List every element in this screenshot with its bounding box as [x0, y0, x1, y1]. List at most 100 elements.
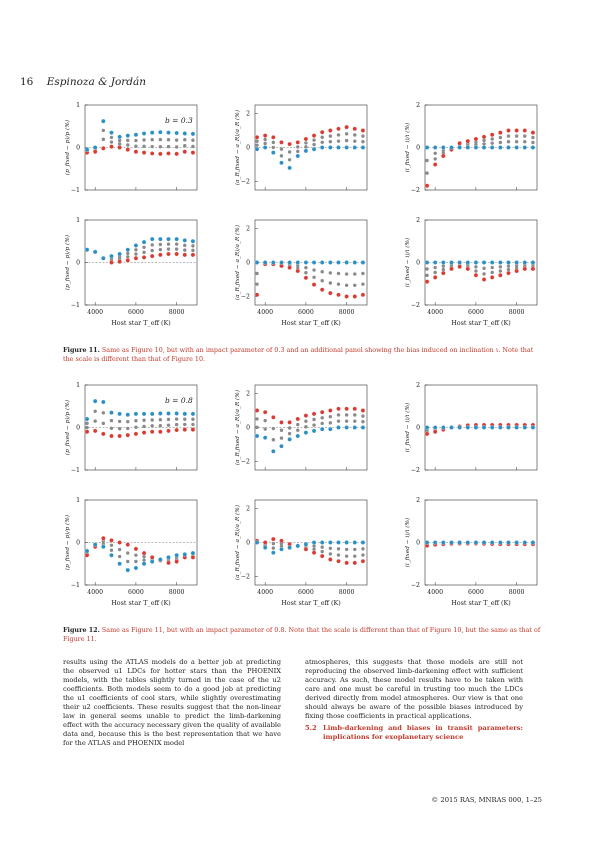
- data-point-gray: [328, 134, 333, 138]
- data-point-gray: [166, 242, 171, 246]
- data-point-red: [441, 153, 446, 159]
- data-point-blue: [117, 251, 122, 257]
- page-footer: © 2015 RAS, MNRAS 000, 1–25: [431, 796, 542, 804]
- data-point-red: [457, 264, 462, 269]
- data-point-blue: [319, 260, 325, 265]
- data-point-gray: [109, 543, 114, 547]
- data-point-blue: [311, 428, 317, 434]
- data-point-red: [254, 292, 260, 298]
- y-tick-label: −1: [71, 467, 80, 474]
- data-point-gray: [320, 135, 324, 139]
- data-point-red: [133, 546, 139, 552]
- data-point-gray: [142, 250, 146, 255]
- data-point-blue: [432, 425, 438, 430]
- data-point-gray: [344, 138, 349, 143]
- data-point-gray: [134, 144, 138, 148]
- chart-panel-bottom-left: 1 0 −1 4000 6000 8000 (p_fixed − p)/p (%) Host …: [64, 217, 198, 327]
- data-point-gray: [255, 417, 259, 421]
- data-point-red: [424, 183, 430, 189]
- data-point-blue: [489, 260, 495, 265]
- figure-11-label: Figure 11.: [63, 346, 100, 354]
- data-point-gray: [158, 242, 163, 247]
- data-point-gray: [523, 134, 527, 138]
- data-point-blue: [174, 552, 179, 558]
- x-tick-label: 4000: [427, 589, 443, 596]
- data-point-blue: [109, 253, 114, 259]
- data-point-gray: [433, 157, 437, 161]
- data-point-gray: [109, 426, 114, 430]
- data-point-gray: [191, 422, 195, 427]
- data-point-red: [344, 406, 349, 412]
- chart-panel-top-left: 1 0 −1 (p_fixed − p)/p (%) b = 0.3: [64, 102, 198, 194]
- data-point-gray: [361, 271, 365, 276]
- data-point-red: [117, 259, 122, 264]
- data-point-gray: [336, 282, 341, 286]
- data-point-red: [271, 135, 276, 140]
- data-point-red: [109, 260, 114, 265]
- data-point-blue: [344, 425, 349, 430]
- data-point-gray: [101, 128, 106, 133]
- y-tick-label: −2: [411, 582, 420, 589]
- data-point-blue: [449, 145, 454, 150]
- x-tick-label: 6000: [468, 309, 484, 316]
- y-axis-label: (p_fixed − p)/p (%): [64, 515, 71, 570]
- y-tick-label: −2: [411, 467, 420, 474]
- data-point-blue: [190, 238, 196, 244]
- y-tick-label: −2: [241, 459, 250, 466]
- x-tick-label: 8000: [339, 309, 355, 316]
- data-point-red: [125, 542, 131, 547]
- data-point-blue: [336, 425, 341, 430]
- data-point-red: [328, 128, 333, 133]
- data-point-gray: [166, 247, 171, 251]
- data-point-gray: [425, 273, 429, 278]
- data-point-gray: [328, 552, 333, 556]
- data-point-gray: [117, 419, 122, 424]
- data-point-red: [360, 292, 366, 298]
- data-point-red: [149, 429, 155, 435]
- data-point-red: [336, 126, 341, 132]
- data-point-gray: [344, 413, 349, 417]
- data-point-gray: [506, 140, 511, 144]
- y-tick-label: 0: [246, 145, 250, 152]
- data-point-blue: [311, 540, 317, 545]
- data-point-red: [319, 287, 325, 292]
- data-point-blue: [481, 260, 487, 265]
- data-point-blue: [141, 131, 147, 136]
- data-point-red: [352, 294, 358, 299]
- data-point-blue: [182, 131, 188, 136]
- data-point-gray: [482, 272, 486, 276]
- data-point-gray: [425, 267, 429, 271]
- data-point-blue: [481, 540, 487, 545]
- data-point-blue: [441, 260, 446, 265]
- chart-panel-bottom-right: 2 0 −2 4000 6000 8000 (i_fixed − i)/i (%) Host …: [404, 497, 538, 607]
- data-point-gray: [126, 143, 130, 147]
- data-point-red: [432, 429, 438, 435]
- y-tick-label: 2: [246, 506, 250, 513]
- data-point-blue: [295, 433, 301, 439]
- data-point-gray: [296, 145, 300, 149]
- x-tick-label: 8000: [339, 589, 355, 596]
- data-point-gray: [490, 137, 494, 141]
- data-point-red: [133, 149, 139, 155]
- data-point-red: [319, 129, 325, 135]
- data-point-blue: [432, 145, 438, 150]
- data-point-red: [117, 540, 122, 545]
- data-point-red: [432, 162, 438, 167]
- data-point-blue: [352, 145, 358, 150]
- data-point-gray: [279, 147, 284, 151]
- data-point-gray: [498, 135, 503, 140]
- data-point-blue: [465, 145, 471, 150]
- data-point-red: [117, 433, 122, 439]
- chart-panel-top-right: 2 0 −2 (i_fixed − i)/i (%): [404, 102, 538, 194]
- data-point-gray: [320, 545, 324, 549]
- data-point-blue: [522, 145, 528, 150]
- data-point-gray: [304, 271, 308, 275]
- data-point-gray: [490, 265, 494, 270]
- data-point-gray: [328, 414, 333, 419]
- data-point-gray: [117, 142, 122, 146]
- data-point-blue: [473, 145, 479, 150]
- data-point-blue: [360, 540, 366, 545]
- data-point-gray: [353, 283, 357, 287]
- data-point-gray: [304, 145, 308, 149]
- chart-panel-bottom-right: 2 0 −2 4000 6000 8000 (i_fixed − i)/i (%) Host …: [404, 217, 538, 327]
